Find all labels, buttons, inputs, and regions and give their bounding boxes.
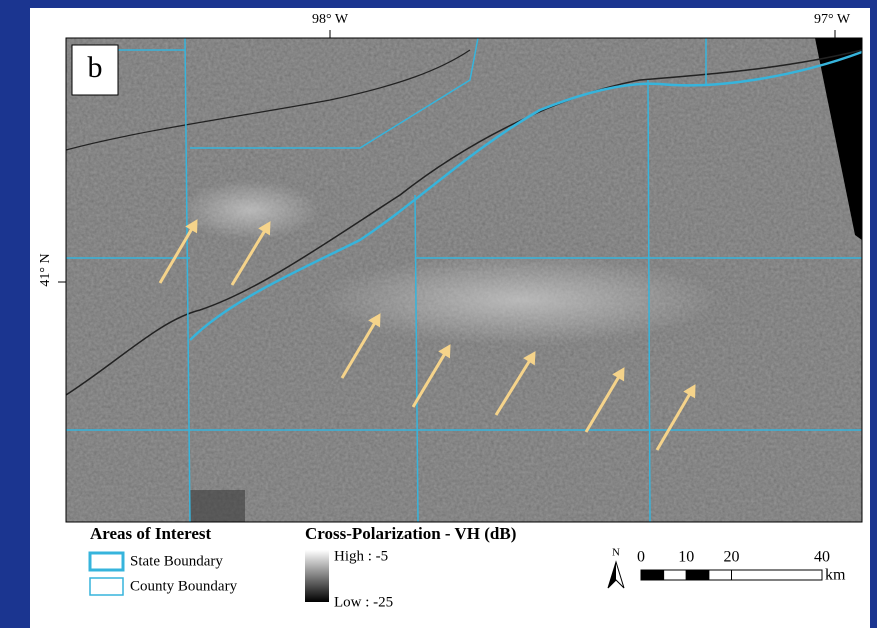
arrow-head [523,351,536,366]
arrow-shaft [655,393,691,451]
scale-label: 20 [724,549,740,566]
river [65,49,471,151]
no-data-area [815,38,862,240]
sar-image [65,38,863,522]
arrow-shaft [230,230,266,286]
panel-label-box [71,44,119,96]
arrow-shaft [494,360,531,416]
arrow-head [368,313,381,328]
bright-area [180,180,320,240]
arrow-head [612,367,625,382]
arrow-shaft [158,228,193,284]
colorbar-title: Cross-Polarization - VH (dB) [305,524,516,543]
arrows [158,219,696,451]
north-arrow-half [608,562,616,588]
arrow-shaft [584,376,620,433]
map-frame [65,37,863,523]
scale-segment [685,569,710,581]
scale-unit: km [825,567,846,584]
colorbar-low: Low : -25 [334,594,393,610]
legend-title: Areas of Interest [90,524,212,543]
legend-swatch [88,551,125,572]
dark-area [190,490,245,522]
legend-item: County Boundary [130,578,238,594]
scale-segment [640,569,665,581]
scale-label: 10 [678,549,694,566]
scale-segment [731,569,823,581]
bright-area [320,255,720,345]
scale-segment [663,569,687,581]
longitude-label: 98° W [312,12,349,27]
arrow-shaft [411,353,446,408]
north-label: N [612,547,620,559]
legend-item: State Boundary [130,553,223,569]
scale-label: 40 [814,549,830,566]
arrow-shaft [340,322,376,379]
panel-label: b [88,51,103,84]
boundaries [66,37,863,523]
arrow-head [185,219,198,234]
scale-label: 0 [637,549,645,566]
longitude-label: 97° W [814,12,851,27]
arrow-head [438,344,451,359]
latitude-label: 41° N [38,253,53,286]
arrow-head [683,384,696,399]
scale-segment [708,569,732,581]
colorbar-high: High : -5 [334,548,388,564]
arrow-head [258,221,271,236]
county-boundary [66,37,862,523]
legend-swatch [89,577,124,596]
colorbar [305,550,329,602]
state-boundary [189,50,863,341]
river [65,49,863,396]
